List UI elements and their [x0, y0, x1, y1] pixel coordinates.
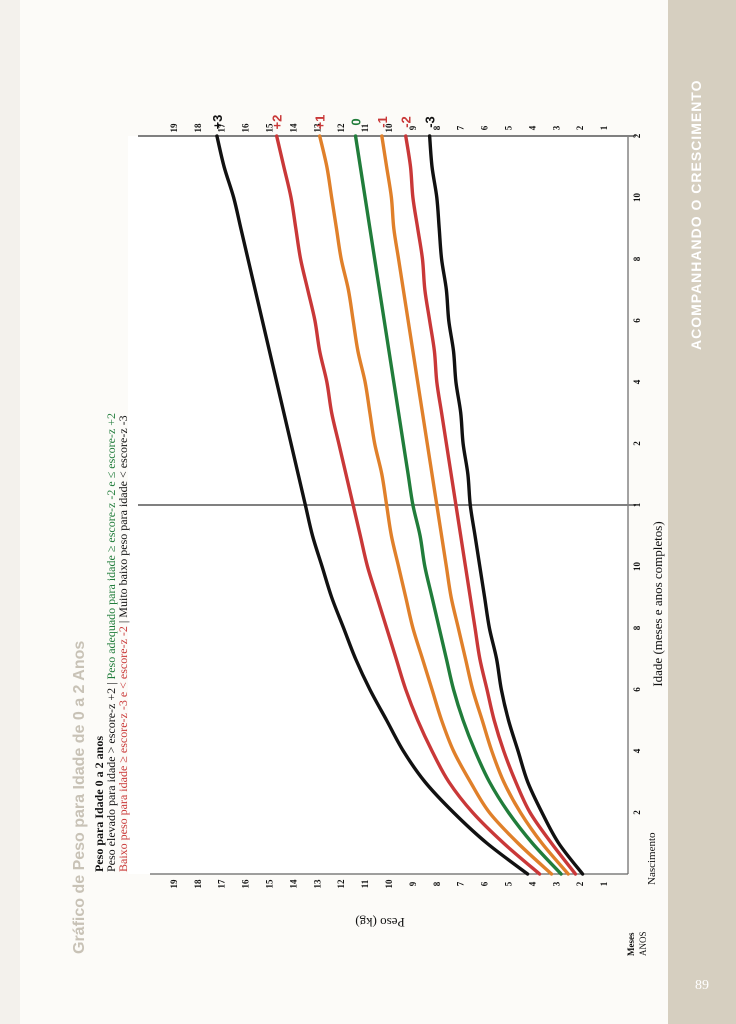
y-tick-label-right: 3 [551, 125, 561, 130]
legend-line-1: Peso elevado para idade > escore-z +2 | … [104, 413, 118, 872]
x-tick-label: 6 [632, 318, 642, 323]
y-tick-label-right: 5 [504, 125, 514, 130]
y-tick-label-right: 17 [217, 123, 227, 133]
x-tick-label: 10 [632, 193, 642, 203]
series-label: +3 [210, 115, 225, 130]
y-tick-label-left: 9 [408, 881, 418, 886]
y-tick-label-left: 2 [575, 881, 585, 886]
series-label: +1 [313, 115, 328, 130]
legend-line-2: Baixo peso para idade ≥ escore-z -3 e < … [116, 415, 130, 872]
y-tick-label-right: 14 [288, 123, 298, 133]
y-tick-label-right: 11 [360, 123, 370, 132]
series-labels: +3 +2 +1 0 -1 -2 -3 [210, 115, 438, 130]
y-axis-label-group: Peso (kg) [355, 915, 404, 930]
y-tick-label-right: 8 [432, 125, 442, 130]
y-tick-label-left: 3 [551, 881, 561, 886]
series-line--1 [380, 134, 570, 876]
series-line-0 [353, 134, 563, 876]
y-tick-label-left: 15 [265, 879, 275, 889]
x-tick-label: 8 [632, 256, 642, 261]
y-tick-label-right: 12 [336, 123, 346, 133]
chart-frame: 1122334455667788991010111112121313141415… [128, 123, 642, 889]
legend-separator-1: | [104, 679, 118, 687]
y-tick-label-left: 18 [193, 879, 203, 889]
page-number: 89 [695, 978, 709, 993]
legend-high-weight: Peso elevado para idade > escore-z +2 [104, 688, 118, 872]
y-tick-label-right: 4 [527, 125, 537, 130]
series-line-+2 [274, 134, 542, 876]
y-tick-label-right: 6 [480, 125, 490, 130]
y-tick-label-left: 7 [456, 881, 466, 886]
y-axis-label: Peso (kg) [355, 915, 404, 930]
y-tick-label-left: 1 [599, 881, 609, 886]
chart-title: Gráfico de Peso para Idade de 0 a 2 Anos [71, 641, 88, 954]
x-tick-label: 4 [632, 379, 642, 384]
x-axis-label: Idade (meses e anos completos) [650, 521, 665, 686]
y-tick-label-left: 16 [241, 879, 251, 889]
x-start-label: Nascimento [646, 832, 658, 885]
x-tick-label: 2 [632, 441, 642, 446]
legend-very-low-weight: Muito baixo peso para idade < escore-z -… [116, 415, 130, 617]
y-tick-label-left: 5 [504, 881, 514, 886]
y-tick-label-left: 10 [384, 879, 394, 889]
y-tick-label-left: 13 [312, 879, 322, 889]
y-tick-label-left: 14 [288, 879, 298, 889]
chart-text: Gráfico de Peso para Idade de 0 a 2 Anos… [71, 413, 665, 956]
x-tick-label: 2 [632, 810, 642, 815]
x-tick-label: 10 [632, 562, 642, 572]
legend-adequate-weight: Peso adequado para idade ≥ escore-z -2 e… [104, 413, 118, 679]
y-tick-label-left: 12 [336, 879, 346, 889]
x-tick-label: 6 [632, 687, 642, 692]
y-tick-label-left: 4 [527, 881, 537, 886]
y-tick-label-left: 19 [169, 879, 179, 889]
y-tick-label-left: 17 [217, 879, 227, 889]
series-line--3 [427, 134, 585, 876]
right-sidebar: ACOMPANHANDO O CRESCIMENTO 89 [668, 0, 736, 1024]
series-label: -2 [399, 116, 414, 128]
series-label: -1 [375, 116, 390, 128]
series-line-+1 [317, 134, 554, 876]
y-tick-label-right: 9 [408, 125, 418, 130]
y-tick-label-right: 19 [169, 123, 179, 133]
x-caption-months: Meses [626, 932, 636, 956]
series-lines [215, 134, 585, 876]
y-tick-label-left: 11 [360, 879, 370, 888]
y-tick-label-right: 10 [384, 123, 394, 133]
series-label: -3 [423, 116, 438, 128]
x-tick-label: 4 [632, 748, 642, 753]
y-tick-label-right: 1 [599, 125, 609, 130]
y-tick-label-right: 7 [456, 125, 466, 130]
x-caption-years: ANOS [638, 931, 648, 956]
section-title: ACOMPANHANDO O CRESCIMENTO [688, 79, 704, 351]
series-line-+3 [215, 134, 530, 876]
legend-low-weight: Baixo peso para idade ≥ escore-z -3 e < … [116, 626, 130, 872]
x-tick-label: 1 [632, 502, 642, 507]
x-tick-label: 2 [632, 133, 642, 138]
legend-heading: Peso para Idade 0 a 2 anos [92, 736, 106, 872]
series-label: 0 [349, 118, 364, 125]
y-tick-label-left: 8 [432, 881, 442, 886]
y-tick-label-right: 16 [241, 123, 251, 133]
series-label: +2 [270, 115, 285, 130]
x-tick-label: 8 [632, 625, 642, 630]
y-tick-label-right: 18 [193, 123, 203, 133]
y-tick-label-right: 15 [265, 123, 275, 133]
y-tick-label-right: 2 [575, 125, 585, 130]
y-tick-label-right: 13 [312, 123, 322, 133]
legend-separator-2: | [116, 618, 130, 626]
y-tick-label-left: 6 [480, 881, 490, 886]
series-line--2 [404, 134, 578, 876]
